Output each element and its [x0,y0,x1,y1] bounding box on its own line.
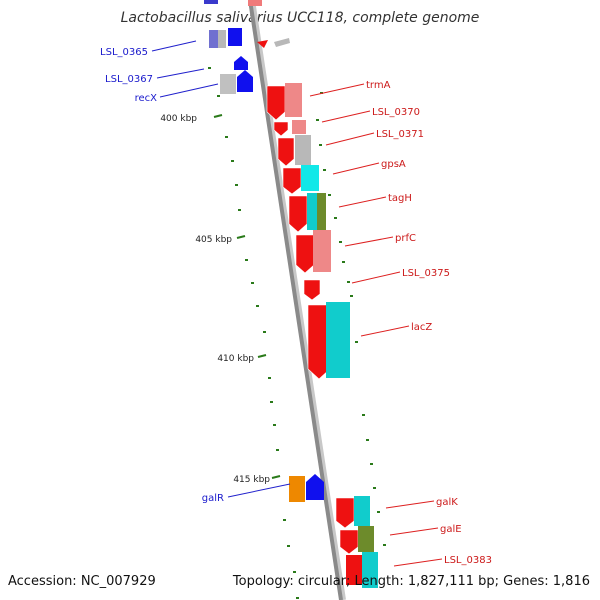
gene-feature [218,30,226,48]
leader-line [385,500,435,509]
leader-line [344,236,394,247]
leader-line [325,132,375,146]
scale-label: 410 kbp [217,354,254,364]
map-title: Lactobacillus salivarius UCC118, complet… [120,10,480,26]
gene-feature [228,28,242,46]
gene-label: galR [202,493,224,504]
gene-feature [313,230,331,272]
gene-label: LSL_0367 [105,74,153,85]
gene-feature [339,529,359,555]
gene-feature [273,121,289,137]
gene-feature [362,552,378,588]
gene-label: galE [440,524,462,535]
gene-feature [301,165,319,191]
gene-label: tagH [388,193,412,204]
scale-major-tick [257,354,267,358]
leader-line [360,325,410,337]
gene-feature [266,85,286,121]
gene-feature [307,193,318,230]
leader-line [321,110,371,123]
gene-feature [274,38,290,47]
gene-feature [317,193,326,230]
gene-feature [326,302,350,378]
gene-feature [234,56,248,70]
gene-feature [277,137,295,167]
leader-line [351,271,401,284]
gene-feature [358,526,374,552]
gene-label: LSL_0365 [100,47,148,58]
gene-feature [335,497,355,529]
gene-feature [257,40,268,48]
gene-label: LSL_0371 [376,129,424,140]
gene-label: LSL_0370 [372,107,420,118]
gene-label: LSL_0375 [402,268,450,279]
genome-summary: Topology: circular; Length: 1,827,111 bp… [232,574,590,589]
leader-line [151,40,197,52]
gene-feature [204,0,218,4]
gene-label: lacZ [411,322,432,333]
gene-feature [282,167,302,195]
gene-feature [295,234,315,274]
gene-label: trmA [366,80,391,91]
leader-line [156,68,205,79]
gene-feature [209,30,218,48]
leader-line [389,527,439,536]
gene-label: prfC [395,233,416,244]
gene-feature [237,70,253,92]
gene-feature [288,195,308,233]
gene-feature [248,0,262,6]
scale-label: 415 kbp [233,475,270,485]
leader-line [338,196,387,208]
gene-feature [292,120,306,134]
scale-major-tick [271,475,281,479]
leader-line [332,162,380,175]
accession-text: Accession: NC_007929 [8,574,156,589]
gene-label: gpsA [381,159,406,170]
gene-label: recX [135,93,158,104]
gene-feature [295,135,311,165]
gene-feature [306,474,324,500]
gene-feature [285,83,302,117]
leader-line [309,83,365,97]
gene-feature [220,74,236,94]
gene-label: galK [436,497,458,508]
scale-label: 405 kbp [195,235,232,245]
gene-feature [346,555,362,585]
gene-label: LSL_0383 [444,555,492,566]
genome-backbone [248,0,343,600]
gene-feature [303,279,321,301]
gene-feature [354,496,370,526]
scale-label: 400 kbp [160,114,197,124]
scale-major-tick [236,235,246,239]
scale-major-tick [213,114,223,118]
leader-line [159,83,219,98]
leader-line [393,558,443,567]
leader-line [227,483,291,498]
gene-feature [289,476,305,502]
